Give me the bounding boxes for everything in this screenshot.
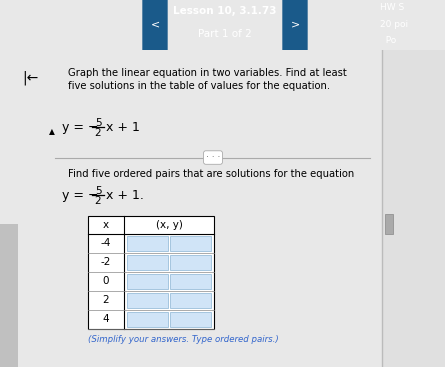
Text: y = −: y = − [62,189,98,202]
Text: <: < [150,20,160,30]
Text: Graph the linear equation in two variables. Find at least
five solutions in the : Graph the linear equation in two variabl… [68,68,347,91]
Bar [170,312,211,327]
Bar [0,224,18,367]
Text: Po: Po [380,36,396,45]
Text: (x, y): (x, y) [156,219,182,229]
Text: 2: 2 [95,196,101,206]
Text: x: x [103,219,109,229]
Text: (Simplify your answers. Type ordered pairs.): (Simplify your answers. Type ordered pai… [88,335,279,344]
Text: 5: 5 [95,186,101,196]
Bar [88,215,214,328]
Bar [127,292,168,308]
Text: 0: 0 [103,276,109,286]
Text: x + 1: x + 1 [106,121,140,134]
Text: -2: -2 [101,257,111,267]
Bar [170,292,211,308]
Bar [170,255,211,269]
Text: · · ·: · · · [206,153,220,162]
Text: Find five ordered pairs that are solutions for the equation: Find five ordered pairs that are solutio… [68,168,354,178]
Bar [382,50,445,367]
Text: Lesson 10, 3.1.73: Lesson 10, 3.1.73 [173,6,277,16]
Text: 20 poi: 20 poi [380,20,408,29]
Text: y = −: y = − [62,121,98,134]
Bar [127,273,168,288]
Text: x + 1.: x + 1. [106,189,144,202]
Bar [170,236,211,251]
Text: >: > [291,20,299,30]
Text: ▲: ▲ [49,127,55,136]
Bar [127,236,168,251]
Text: 2: 2 [103,295,109,305]
Circle shape [143,0,167,367]
Text: |←: |← [22,70,38,85]
Text: 5: 5 [95,117,101,128]
Circle shape [283,0,307,367]
Bar [127,255,168,269]
Text: HW S: HW S [380,3,404,12]
Text: 2: 2 [95,128,101,138]
Text: 4: 4 [103,314,109,324]
Text: -4: -4 [101,238,111,248]
Text: Part 1 of 2: Part 1 of 2 [198,29,252,39]
Bar [170,273,211,288]
Bar [385,214,393,234]
Bar [127,312,168,327]
